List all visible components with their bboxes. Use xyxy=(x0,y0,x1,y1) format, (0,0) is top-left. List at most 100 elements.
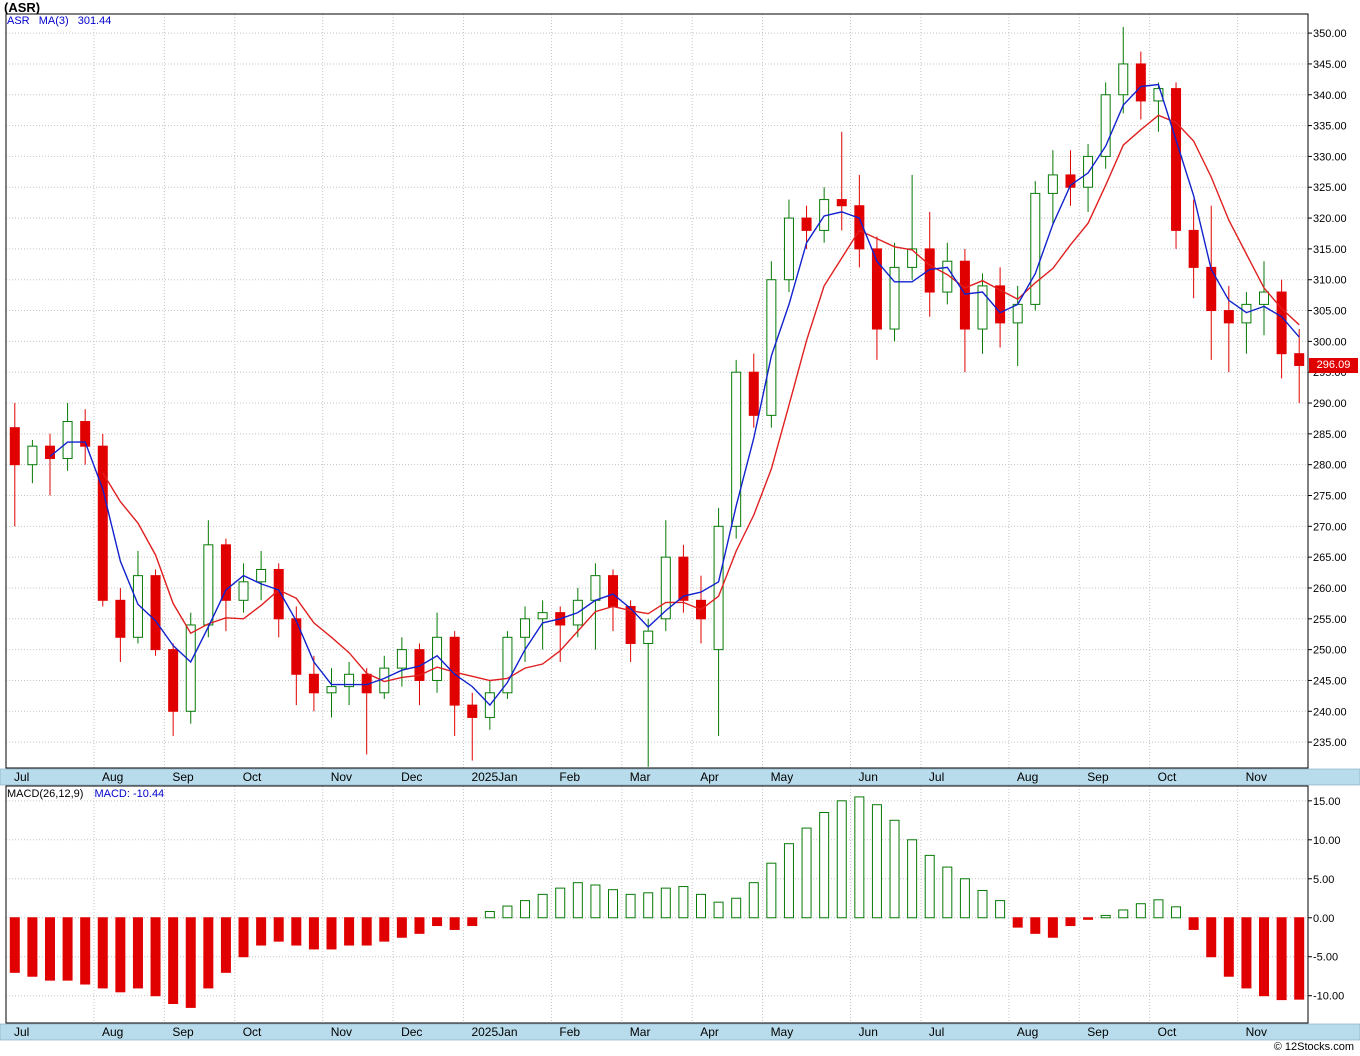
price-axis-label: 285.00 xyxy=(1313,429,1347,441)
price-legend: ASR MA(3) 301.44 xyxy=(7,15,111,27)
candle-down xyxy=(871,248,882,330)
legend-ma-label: MA(3) xyxy=(38,15,69,27)
candle-up xyxy=(132,575,143,638)
macd-bar-negative xyxy=(27,917,38,977)
month-label: Aug xyxy=(1017,770,1038,784)
macd-value-label: MACD: -10.44 xyxy=(94,788,165,800)
candle-down xyxy=(80,421,91,447)
month-label: Mar xyxy=(630,1025,651,1039)
macd-bar-positive xyxy=(766,862,777,919)
macd-axis-label: -10.00 xyxy=(1313,991,1344,1003)
month-label: Dec xyxy=(401,1025,422,1039)
price-axis-label: 290.00 xyxy=(1313,398,1347,410)
macd-bar-negative xyxy=(326,917,337,950)
candle-up xyxy=(907,248,918,268)
macd-bar-negative xyxy=(1012,917,1023,928)
month-label: Dec xyxy=(401,770,422,784)
price-axis-label: 280.00 xyxy=(1313,460,1347,472)
macd-bar-positive xyxy=(520,900,531,919)
month-label: Aug xyxy=(102,770,123,784)
macd-bar-negative xyxy=(132,917,143,989)
macd-bar-negative xyxy=(97,917,108,989)
candle-down xyxy=(414,649,425,681)
price-axis-label: 275.00 xyxy=(1313,490,1347,502)
candle-down xyxy=(115,599,126,638)
month-label: 2025Jan xyxy=(471,770,517,784)
candle-down xyxy=(308,673,319,694)
month-label: Sep xyxy=(172,770,194,784)
price-axis-label: 320.00 xyxy=(1313,213,1347,225)
macd-bar-negative xyxy=(1188,917,1199,930)
month-label: Jul xyxy=(929,1025,944,1039)
month-label: Sep xyxy=(1087,770,1109,784)
legend-symbol: ASR xyxy=(7,15,30,27)
candle-down xyxy=(801,217,812,231)
candle-up xyxy=(1259,291,1270,305)
candle-up xyxy=(1012,303,1023,324)
month-axis-band xyxy=(0,768,1360,786)
month-label: Jul xyxy=(929,770,944,784)
price-axis-label: 350.00 xyxy=(1313,28,1347,40)
candle-down xyxy=(854,205,865,250)
candle-up xyxy=(396,649,407,669)
macd-bars-layer xyxy=(9,796,1305,1008)
candle-down xyxy=(168,649,179,712)
macd-bar-positive xyxy=(555,887,566,919)
ma-line xyxy=(102,114,1300,683)
macd-bar-positive xyxy=(625,893,636,919)
macd-bar-negative xyxy=(1241,917,1252,989)
ma-line-3 xyxy=(49,83,1300,707)
macd-bar-positive xyxy=(959,878,970,919)
ma-line xyxy=(49,83,1300,707)
candle-down xyxy=(1294,353,1305,366)
macd-axis-label: 5.00 xyxy=(1313,874,1334,886)
candle-up xyxy=(203,544,214,626)
month-label: Nov xyxy=(331,770,352,784)
month-label: Aug xyxy=(102,1025,123,1039)
candle-up xyxy=(660,556,671,620)
candle-up xyxy=(713,525,724,651)
candle-up xyxy=(783,217,794,281)
macd-bar-positive xyxy=(854,796,865,919)
price-axis-label: 345.00 xyxy=(1313,59,1347,71)
month-label: Oct xyxy=(243,770,262,784)
macd-bar-negative xyxy=(1030,917,1041,934)
month-label: May xyxy=(771,770,794,784)
macd-bar-positive xyxy=(608,889,619,919)
macd-axis-label: 15.00 xyxy=(1313,796,1341,808)
candle-down xyxy=(220,544,231,601)
macd-bar-negative xyxy=(9,917,20,973)
candle-down xyxy=(291,618,302,675)
candle-up xyxy=(256,568,267,583)
macd-bar-positive xyxy=(801,827,812,919)
macd-legend: MACD(26,12,9) MACD: -10.44 xyxy=(7,788,164,800)
month-label: Mar xyxy=(630,770,651,784)
macd-params-label: MACD(26,12,9) xyxy=(7,788,84,800)
candle-down xyxy=(273,568,284,620)
month-label: Sep xyxy=(1087,1025,1109,1039)
macd-bar-positive xyxy=(484,911,495,919)
month-label: Nov xyxy=(1246,770,1267,784)
candle-up xyxy=(344,673,355,688)
macd-bar-negative xyxy=(256,917,267,946)
price-axis-label: 260.00 xyxy=(1313,583,1347,595)
candle-down xyxy=(1276,291,1287,355)
candle-down xyxy=(959,260,970,330)
month-label: Sep xyxy=(172,1025,194,1039)
price-axis-label: 335.00 xyxy=(1313,121,1347,133)
price-axis-label: 310.00 xyxy=(1313,275,1347,287)
macd-bar-negative xyxy=(467,917,478,927)
macd-bar-negative xyxy=(414,917,425,934)
macd-bar-negative xyxy=(379,917,390,942)
macd-bar-negative xyxy=(1294,917,1305,1000)
candle-down xyxy=(1188,229,1199,268)
macd-bar-negative xyxy=(273,917,284,942)
candle-down xyxy=(924,248,935,293)
macd-bar-negative xyxy=(185,917,196,1008)
candle-down xyxy=(1223,310,1234,324)
macd-bar-positive xyxy=(643,892,654,919)
macd-bar-negative xyxy=(220,917,231,973)
price-axis-label: 235.00 xyxy=(1313,737,1347,749)
